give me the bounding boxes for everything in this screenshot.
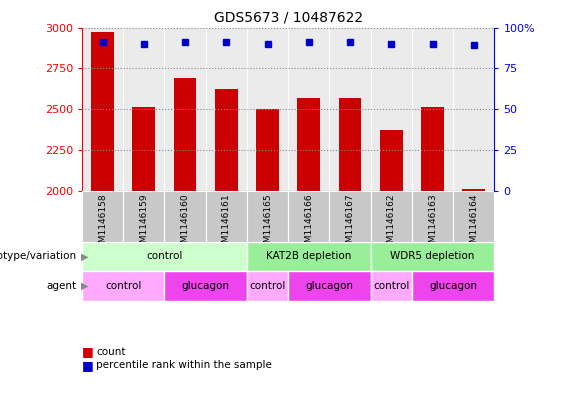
- Text: GSM1146165: GSM1146165: [263, 193, 272, 254]
- Text: WDR5 depletion: WDR5 depletion: [390, 252, 475, 261]
- Bar: [297, 97, 320, 191]
- Bar: [453, 28, 494, 191]
- Bar: [412, 28, 453, 191]
- Bar: [371, 28, 412, 191]
- Text: GSM1146162: GSM1146162: [387, 193, 396, 253]
- Text: GSM1146167: GSM1146167: [346, 193, 354, 254]
- Text: glucagon: glucagon: [182, 281, 229, 291]
- Text: ■: ■: [82, 359, 94, 372]
- Bar: [453, 191, 494, 242]
- Bar: [82, 28, 123, 191]
- Bar: [329, 28, 371, 191]
- Bar: [164, 191, 206, 242]
- Bar: [412, 271, 494, 301]
- Bar: [329, 191, 371, 242]
- Text: KAT2B depletion: KAT2B depletion: [266, 252, 351, 261]
- Text: GSM1146160: GSM1146160: [181, 193, 189, 254]
- Bar: [247, 242, 371, 271]
- Bar: [123, 28, 164, 191]
- Bar: [82, 271, 164, 301]
- Bar: [164, 271, 247, 301]
- Text: glucagon: glucagon: [429, 281, 477, 291]
- Text: GSM1146164: GSM1146164: [470, 193, 478, 253]
- Text: control: control: [249, 281, 286, 291]
- Text: control: control: [373, 281, 410, 291]
- Bar: [247, 191, 288, 242]
- Bar: [412, 191, 453, 242]
- Text: genotype/variation: genotype/variation: [0, 252, 76, 261]
- Bar: [371, 242, 494, 271]
- Text: glucagon: glucagon: [306, 281, 353, 291]
- Bar: [247, 271, 288, 301]
- Text: GSM1146163: GSM1146163: [428, 193, 437, 254]
- Text: agent: agent: [46, 281, 76, 291]
- Bar: [338, 99, 362, 191]
- Text: ▶: ▶: [81, 252, 88, 261]
- Bar: [288, 28, 329, 191]
- Bar: [206, 191, 247, 242]
- Bar: [371, 191, 412, 242]
- Text: count: count: [96, 347, 125, 357]
- Bar: [380, 130, 403, 191]
- Text: percentile rank within the sample: percentile rank within the sample: [96, 360, 272, 371]
- Bar: [91, 32, 114, 191]
- Bar: [132, 107, 155, 191]
- Bar: [288, 271, 371, 301]
- Bar: [421, 107, 444, 191]
- Bar: [164, 28, 206, 191]
- Title: GDS5673 / 10487622: GDS5673 / 10487622: [214, 11, 363, 25]
- Text: GSM1146158: GSM1146158: [98, 193, 107, 254]
- Bar: [173, 78, 197, 191]
- Text: GSM1146161: GSM1146161: [222, 193, 231, 254]
- Text: GSM1146166: GSM1146166: [305, 193, 313, 254]
- Bar: [215, 90, 238, 191]
- Bar: [247, 28, 288, 191]
- Text: ■: ■: [82, 345, 94, 358]
- Bar: [256, 109, 279, 191]
- Bar: [123, 191, 164, 242]
- Text: control: control: [146, 252, 182, 261]
- Bar: [82, 242, 247, 271]
- Bar: [206, 28, 247, 191]
- Text: GSM1146159: GSM1146159: [140, 193, 148, 254]
- Bar: [82, 191, 123, 242]
- Bar: [288, 191, 329, 242]
- Bar: [462, 189, 485, 191]
- Bar: [371, 271, 412, 301]
- Text: control: control: [105, 281, 141, 291]
- Text: ▶: ▶: [81, 281, 88, 291]
